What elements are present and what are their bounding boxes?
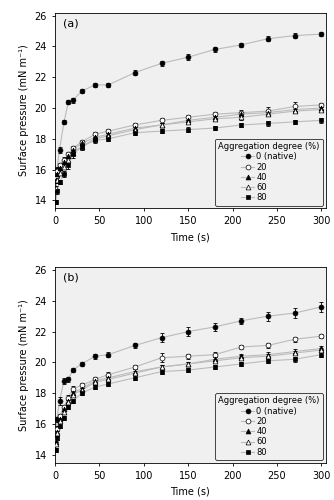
Text: (b): (b) bbox=[63, 272, 79, 282]
Y-axis label: Surface pressure (mN m⁻¹): Surface pressure (mN m⁻¹) bbox=[19, 299, 29, 430]
Text: (a): (a) bbox=[63, 18, 79, 28]
Legend: 0 (native), 20, 40, 60, 80: 0 (native), 20, 40, 60, 80 bbox=[215, 393, 323, 460]
Y-axis label: Surface pressure (mN m⁻¹): Surface pressure (mN m⁻¹) bbox=[19, 44, 29, 176]
X-axis label: Time (s): Time (s) bbox=[170, 486, 210, 496]
X-axis label: Time (s): Time (s) bbox=[170, 232, 210, 242]
Legend: 0 (native), 20, 40, 60, 80: 0 (native), 20, 40, 60, 80 bbox=[215, 138, 323, 205]
